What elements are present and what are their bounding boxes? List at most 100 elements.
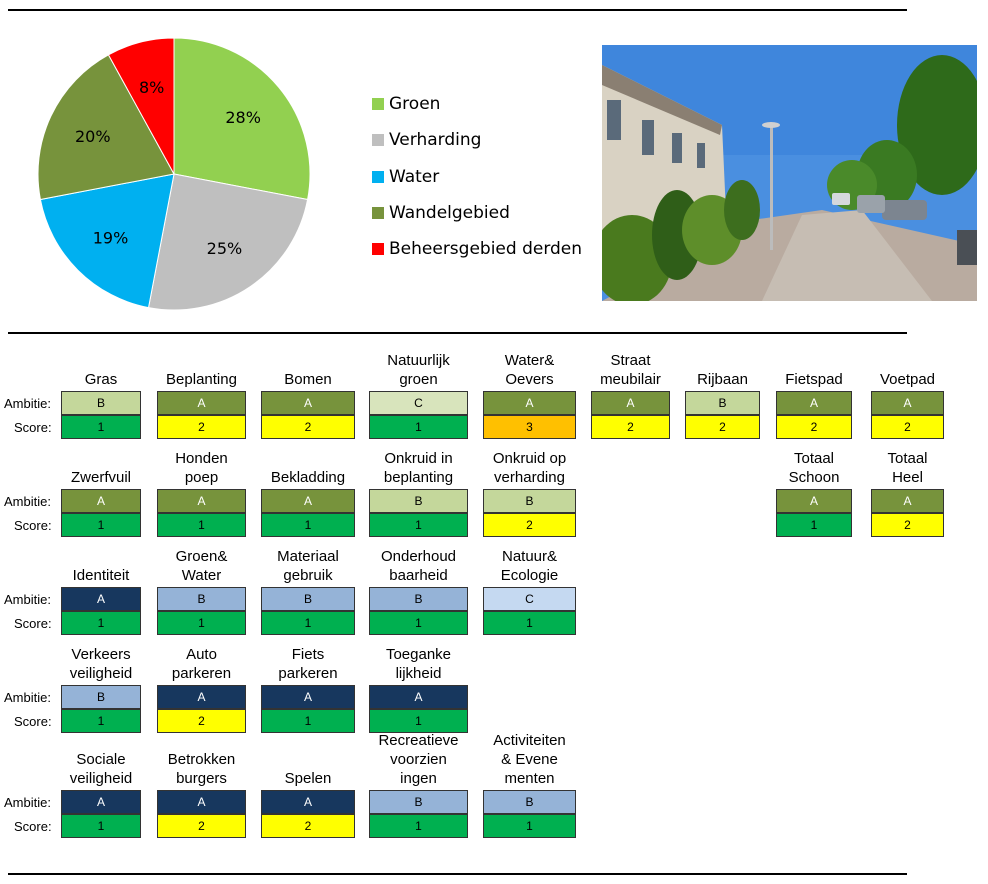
ambitie-row-label: Ambitie: (4, 592, 51, 607)
category-label: Gras (84, 371, 118, 388)
category-label: Identiteit (72, 567, 130, 584)
pie-slice-wandelgebied (37, 54, 175, 201)
score-row-label: Score: (14, 819, 52, 834)
ambitie-cell: B (369, 587, 468, 611)
ambitie-cell: A (483, 391, 576, 415)
score-cell: 2 (261, 415, 355, 439)
score-cell: 1 (369, 709, 468, 733)
category-label: Bomen (284, 371, 332, 388)
ambitie-cell: A (261, 790, 355, 814)
score-cell: 1 (483, 814, 576, 838)
legend-label: Wandelgebied (389, 203, 510, 224)
ambitie-cell: A (871, 391, 944, 415)
score-cell: 2 (261, 814, 355, 838)
category-label: Totaal Schoon (788, 450, 840, 486)
category-label: Onderhoud baarheid (380, 548, 457, 584)
category-label: Betrokken burgers (167, 751, 236, 787)
ambitie-cell: A (776, 489, 852, 513)
legend-swatch (372, 243, 384, 256)
score-row-label: Score: (14, 518, 52, 533)
ambitie-row-label: Ambitie: (4, 494, 51, 509)
pie-slice-groen (173, 37, 311, 201)
score-cell: 1 (261, 611, 355, 635)
legend-swatch (372, 134, 384, 147)
category-label: Auto parkeren (171, 646, 232, 682)
category-label: Fietspad (785, 371, 843, 388)
pie-data-label: 20% (75, 127, 111, 146)
legend-label: Beheersgebied derden (389, 239, 583, 260)
score-cell: 1 (61, 814, 141, 838)
ambitie-cell: B (61, 685, 141, 709)
ambitie-cell: B (157, 587, 246, 611)
score-cell: 2 (871, 415, 944, 439)
legend-item: Wandelgebied (372, 195, 582, 231)
score-cell: 1 (483, 611, 576, 635)
category-label: Spelen (284, 770, 332, 787)
ambitie-cell: A (261, 489, 355, 513)
top-divider (8, 9, 907, 11)
category-label: Verkeers veiligheid (69, 646, 133, 682)
category-label: Voetpad (879, 371, 936, 388)
category-label: Honden poep (175, 450, 228, 486)
score-cell: 1 (369, 814, 468, 838)
middle-divider (8, 332, 907, 334)
legend-label: Water (389, 166, 440, 187)
score-cell: 1 (157, 513, 246, 537)
pie-data-label: 28% (225, 108, 261, 127)
score-cell: 1 (61, 415, 141, 439)
pie-slice-verharding (147, 173, 309, 311)
ambitie-cell: A (776, 391, 852, 415)
score-cell: 2 (157, 709, 246, 733)
score-cell: 2 (871, 513, 944, 537)
pie-slice-water (39, 173, 175, 309)
score-row-label: Score: (14, 420, 52, 435)
category-label: Water& Oevers (504, 352, 555, 388)
score-cell: 1 (776, 513, 852, 537)
ambitie-cell: A (369, 685, 468, 709)
ambitie-row-label: Ambitie: (4, 396, 51, 411)
ambitie-cell: B (483, 790, 576, 814)
ambitie-row-label: Ambitie: (4, 795, 51, 810)
legend-label: Groen (389, 94, 441, 115)
category-label: Onkruid op verharding (492, 450, 567, 486)
category-label: Natuur& Ecologie (500, 548, 559, 584)
score-cell: 2 (685, 415, 760, 439)
category-label: Bekladding (270, 469, 346, 486)
street-photo (602, 45, 977, 301)
score-cell: 2 (157, 415, 246, 439)
score-cell: 1 (157, 611, 246, 635)
ambitie-cell: C (369, 391, 468, 415)
pie-data-label: 25% (207, 239, 243, 258)
category-label: Fiets parkeren (278, 646, 338, 682)
score-row-label: Score: (14, 714, 52, 729)
category-label: Sociale veiligheid (69, 751, 133, 787)
score-cell: 1 (61, 611, 141, 635)
category-label: Straat meubilair (600, 352, 661, 388)
legend-swatch (372, 207, 384, 220)
legend-item: Water (372, 159, 582, 195)
ambitie-cell: B (61, 391, 141, 415)
ambitie-cell: A (61, 587, 141, 611)
ambitie-cell: B (483, 489, 576, 513)
score-cell: 2 (483, 513, 576, 537)
category-label: Totaal Heel (887, 450, 928, 486)
score-cell: 1 (261, 709, 355, 733)
score-row-label: Score: (14, 616, 52, 631)
bottom-divider (8, 873, 907, 875)
score-cell: 2 (157, 814, 246, 838)
ambitie-cell: A (157, 685, 246, 709)
score-cell: 3 (483, 415, 576, 439)
score-cell: 1 (369, 415, 468, 439)
category-label: Beplanting (166, 371, 237, 388)
ambitie-cell: A (871, 489, 944, 513)
ambitie-cell: A (261, 391, 355, 415)
legend-swatch (372, 170, 384, 183)
legend-item: Verharding (372, 122, 582, 158)
ambitie-cell: A (61, 489, 141, 513)
ambitie-cell: A (61, 790, 141, 814)
ambitie-cell: B (369, 489, 468, 513)
pie-chart: 28% 25% 19% 20% 8% (37, 37, 311, 311)
pie-slice-beheersgebied-derden (107, 37, 175, 175)
ambitie-cell: A (157, 391, 246, 415)
ambitie-cell: A (157, 489, 246, 513)
